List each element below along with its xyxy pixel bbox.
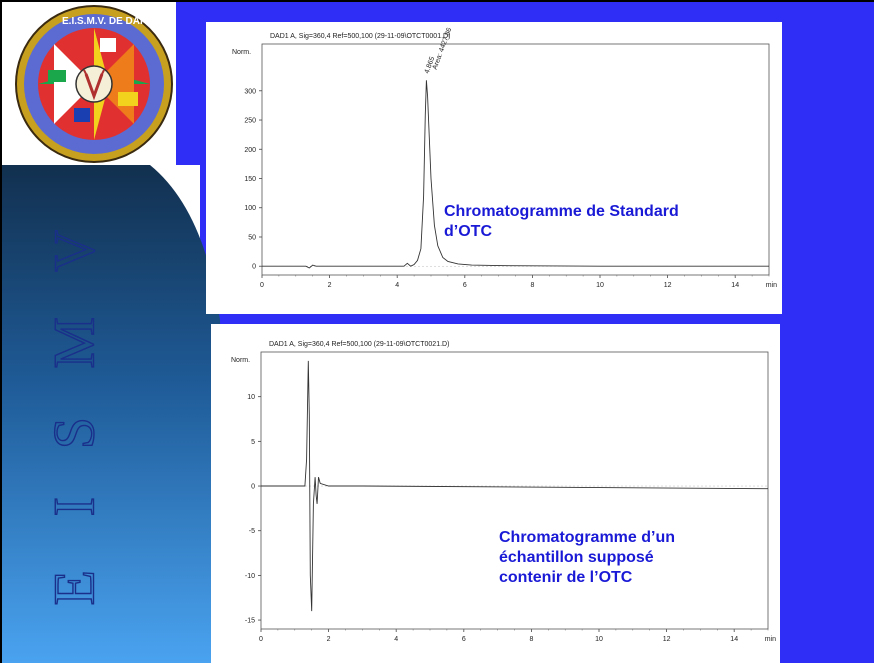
- title-letter-v: V: [41, 230, 106, 272]
- y-tick-label: 200: [244, 147, 256, 154]
- x-tick-label: 0: [259, 636, 263, 643]
- chart-caption-standard: Chromatogramme de Standard d’OTC: [444, 202, 679, 242]
- x-axis-label: min: [765, 636, 776, 643]
- caption-line: Chromatogramme d’un: [499, 529, 676, 546]
- x-tick-label: 10: [596, 282, 604, 289]
- y-tick-label: 50: [248, 234, 256, 241]
- caption-line: contenir de l’OTC: [499, 569, 633, 586]
- x-tick-label: 4: [394, 636, 398, 643]
- chromatogram-sample-chart: DAD1 A, Sig=360,4 Ref=500,100 (29-11-09\…: [231, 341, 776, 643]
- x-tick-label: 12: [664, 282, 672, 289]
- x-tick-label: 4: [395, 282, 399, 289]
- x-tick-label: 6: [462, 636, 466, 643]
- y-tick-label: -10: [245, 573, 255, 580]
- series-line: [261, 360, 769, 612]
- left-gradient-panel: [0, 165, 230, 663]
- title-letter-i: I: [41, 497, 106, 516]
- y-tick-label: 0: [251, 484, 255, 491]
- logo-ring-text: E.I.S.M.V. DE DAKAR: [62, 16, 162, 27]
- y-tick-label: -15: [245, 618, 255, 625]
- y-tick-label: 300: [244, 88, 256, 95]
- y-tick-label: 10: [247, 394, 255, 401]
- x-tick-label: 12: [663, 636, 671, 643]
- y-tick-label: 150: [244, 176, 256, 183]
- vertical-title: V M S I E: [41, 229, 107, 606]
- title-letter-m: M: [41, 317, 106, 369]
- y-tick-label: -5: [249, 528, 255, 535]
- y-tick-label: 250: [244, 118, 256, 125]
- x-axis-label: min: [766, 282, 777, 289]
- caption-line: Chromatogramme de Standard: [444, 203, 679, 220]
- caption-line: d’OTC: [444, 223, 492, 240]
- title-letter-e: E: [41, 570, 106, 605]
- chromatogram-standard-chart: DAD1 A, Sig=360,4 Ref=500,100 (29-11-09\…: [232, 27, 777, 289]
- x-tick-label: 0: [260, 282, 264, 289]
- series-line: [262, 80, 769, 269]
- chromatogram-standard-panel: DAD1 A, Sig=360,4 Ref=500,100 (29-11-09\…: [206, 22, 782, 314]
- top-blue-band: [176, 0, 206, 165]
- x-tick-label: 14: [731, 282, 739, 289]
- y-tick-label: 100: [244, 205, 256, 212]
- chromatogram-sample-panel: DAD1 A, Sig=360,4 Ref=500,100 (29-11-09\…: [211, 324, 780, 663]
- x-tick-label: 8: [530, 282, 534, 289]
- y-tick-label: 5: [251, 439, 255, 446]
- chart-caption-sample: Chromatogramme d’un échantillon supposé …: [499, 528, 675, 588]
- y-tick-label: 0: [252, 264, 256, 271]
- y-axis-label: Norm.: [231, 357, 250, 364]
- y-axis-label: Norm.: [232, 49, 251, 56]
- chart-header: DAD1 A, Sig=360,4 Ref=500,100 (29-11-09\…: [270, 33, 450, 40]
- x-tick-label: 8: [529, 636, 533, 643]
- chart-header: DAD1 A, Sig=360,4 Ref=500,100 (29-11-09\…: [269, 341, 449, 348]
- x-tick-label: 10: [595, 636, 603, 643]
- x-tick-label: 2: [327, 636, 331, 643]
- title-letter-s: S: [41, 417, 106, 449]
- caption-line: échantillon supposé: [499, 549, 654, 566]
- eismv-logo-seal: E.I.S.M.V. DE DAKAR: [15, 5, 173, 163]
- x-tick-label: 6: [463, 282, 467, 289]
- x-tick-label: 2: [328, 282, 332, 289]
- x-tick-label: 14: [730, 636, 738, 643]
